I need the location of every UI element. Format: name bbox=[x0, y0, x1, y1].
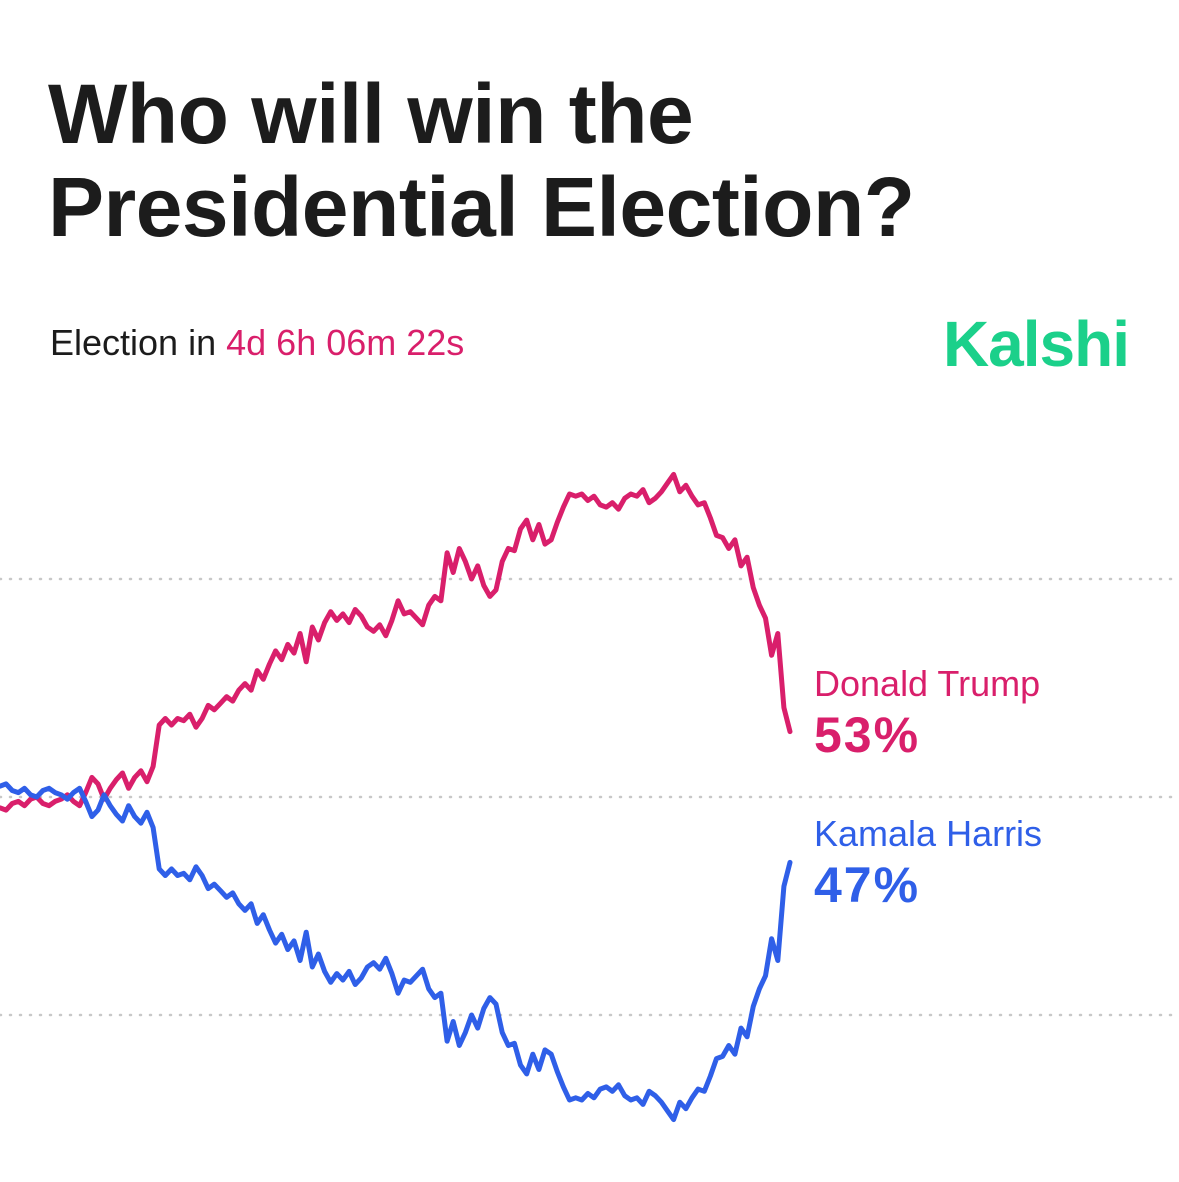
kalshi-logo[interactable]: Kalshi bbox=[942, 308, 1130, 380]
legend-trump: Donald Trump 53% bbox=[814, 663, 1040, 765]
series-label-trump: Donald Trump bbox=[814, 663, 1041, 704]
series-line-harris bbox=[0, 781, 793, 1123]
series-lines bbox=[0, 471, 793, 1123]
harris-percentage: 47% bbox=[814, 857, 921, 913]
series-line-trump bbox=[0, 471, 793, 813]
legend-harris: Kamala Harris 47% bbox=[814, 813, 1042, 915]
election-countdown: Election in 4d 6h 06m 22s bbox=[50, 321, 464, 365]
gridlines bbox=[0, 577, 1179, 1017]
series-label-harris: Kamala Harris bbox=[814, 813, 1043, 854]
countdown-prefix: Election in bbox=[50, 322, 217, 363]
page-title: Who will win the Presidential Election? bbox=[48, 67, 915, 254]
trump-percentage: 53% bbox=[814, 707, 921, 763]
countdown-timer: 4d 6h 06m 22s bbox=[226, 322, 465, 363]
